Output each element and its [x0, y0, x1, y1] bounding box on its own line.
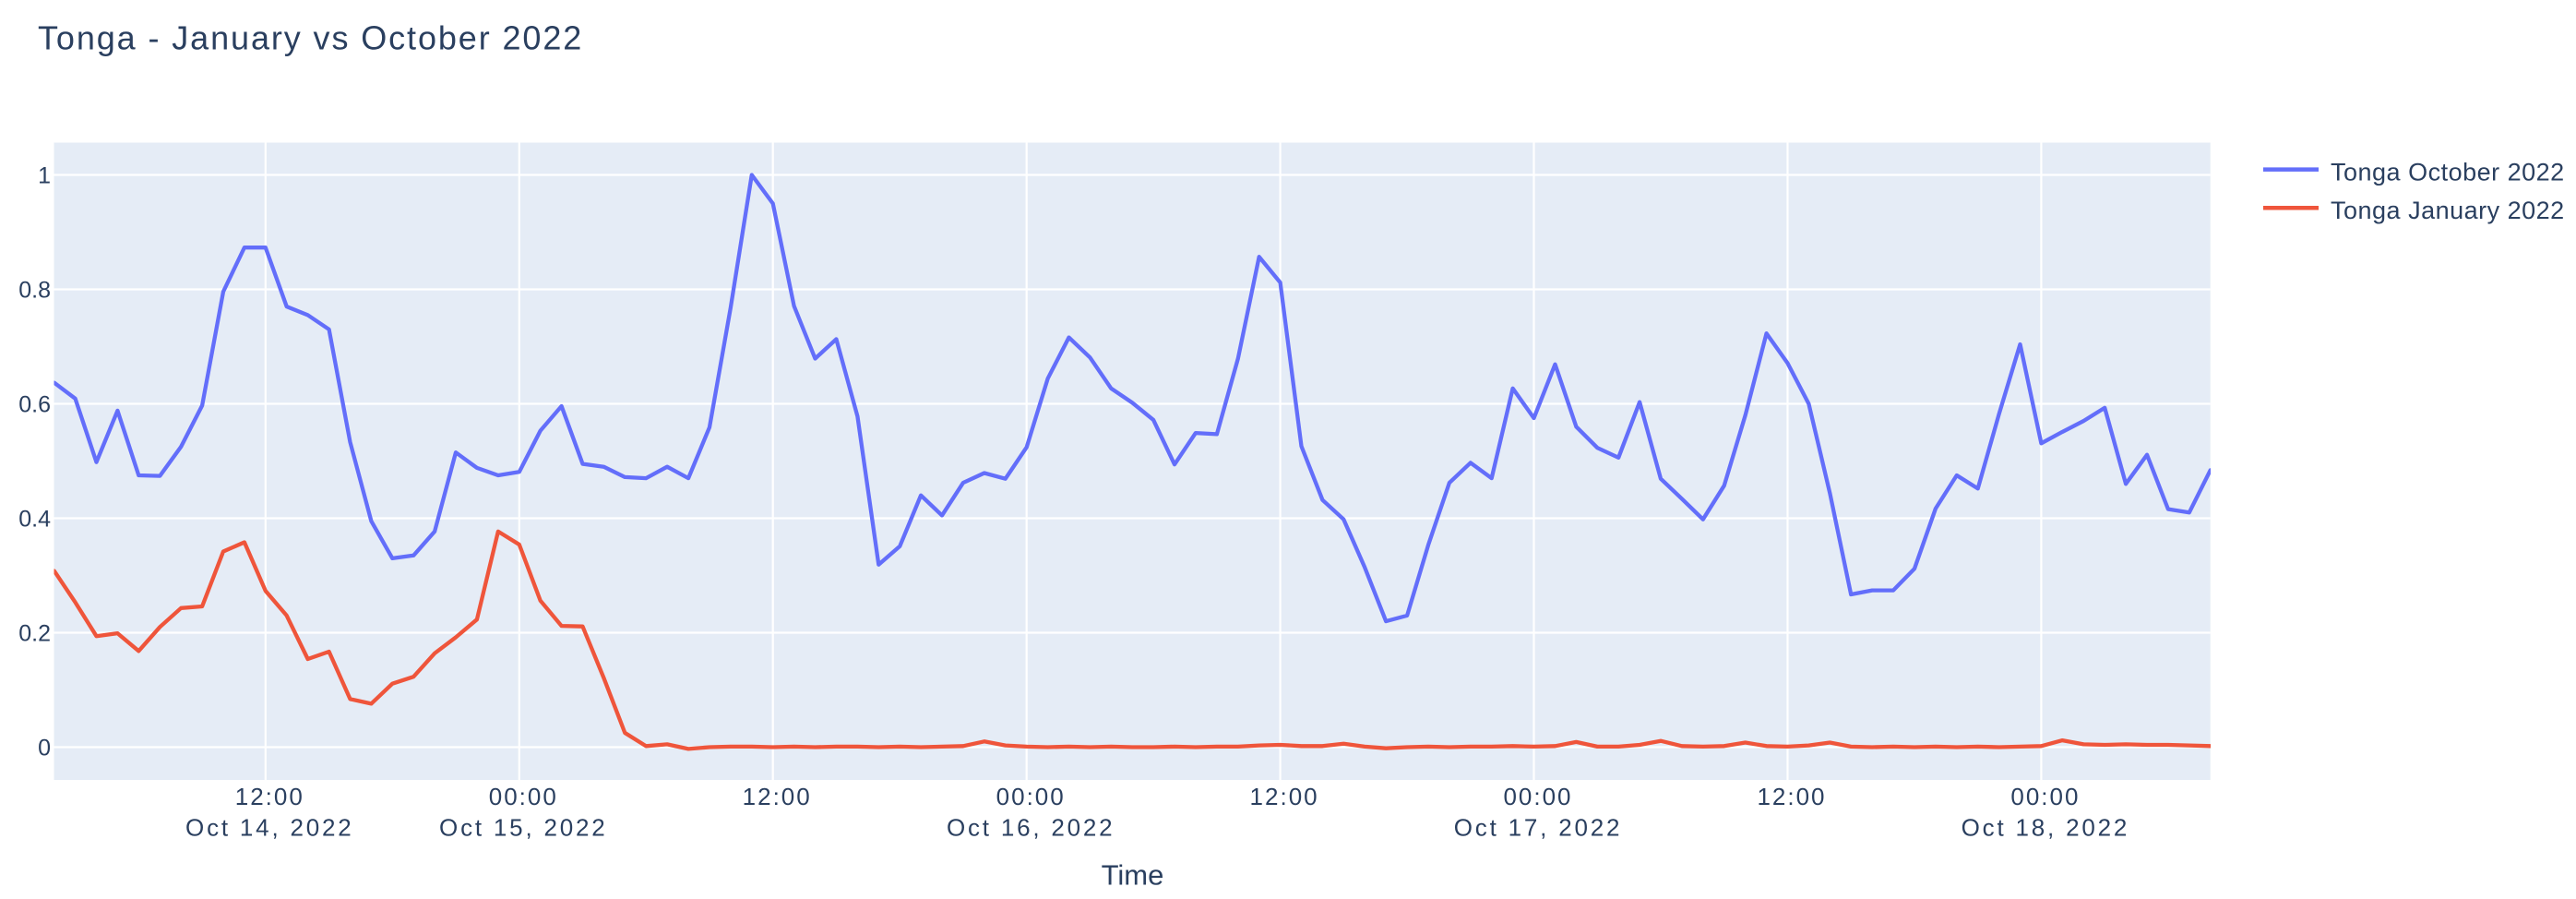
svg-text:00:00: 00:00 — [996, 783, 1066, 810]
svg-text:0.4: 0.4 — [18, 507, 51, 533]
svg-text:Oct 18, 2022: Oct 18, 2022 — [1962, 814, 2129, 842]
svg-text:12:00: 12:00 — [743, 783, 812, 810]
svg-text:0.6: 0.6 — [18, 392, 51, 418]
svg-text:12:00: 12:00 — [1757, 783, 1826, 810]
svg-text:1: 1 — [38, 163, 51, 189]
svg-text:12:00: 12:00 — [235, 783, 304, 810]
svg-text:0: 0 — [38, 736, 51, 761]
svg-text:12:00: 12:00 — [1250, 783, 1319, 810]
svg-text:Oct 14, 2022: Oct 14, 2022 — [185, 814, 353, 842]
svg-text:Tonga January 2022: Tonga January 2022 — [2331, 197, 2565, 224]
svg-text:Time: Time — [1102, 859, 1164, 892]
svg-text:0.2: 0.2 — [18, 621, 51, 647]
svg-text:0.8: 0.8 — [18, 278, 51, 304]
svg-text:00:00: 00:00 — [1503, 783, 1572, 810]
svg-text:Oct 15, 2022: Oct 15, 2022 — [439, 814, 607, 842]
svg-text:00:00: 00:00 — [489, 783, 558, 810]
svg-text:Tonga October 2022: Tonga October 2022 — [2331, 158, 2565, 186]
svg-text:Tonga - January vs October 202: Tonga - January vs October 2022 — [38, 19, 583, 57]
svg-text:Oct 17, 2022: Oct 17, 2022 — [1454, 814, 1622, 842]
svg-text:Oct 16, 2022: Oct 16, 2022 — [947, 814, 1115, 842]
svg-text:00:00: 00:00 — [2010, 783, 2080, 810]
